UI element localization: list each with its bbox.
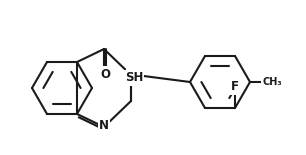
- Text: O: O: [100, 68, 110, 81]
- Text: N: N: [99, 120, 109, 133]
- Text: N: N: [127, 69, 137, 82]
- Text: F: F: [231, 80, 239, 93]
- Text: CH₃: CH₃: [262, 77, 282, 87]
- Text: SH: SH: [125, 71, 143, 84]
